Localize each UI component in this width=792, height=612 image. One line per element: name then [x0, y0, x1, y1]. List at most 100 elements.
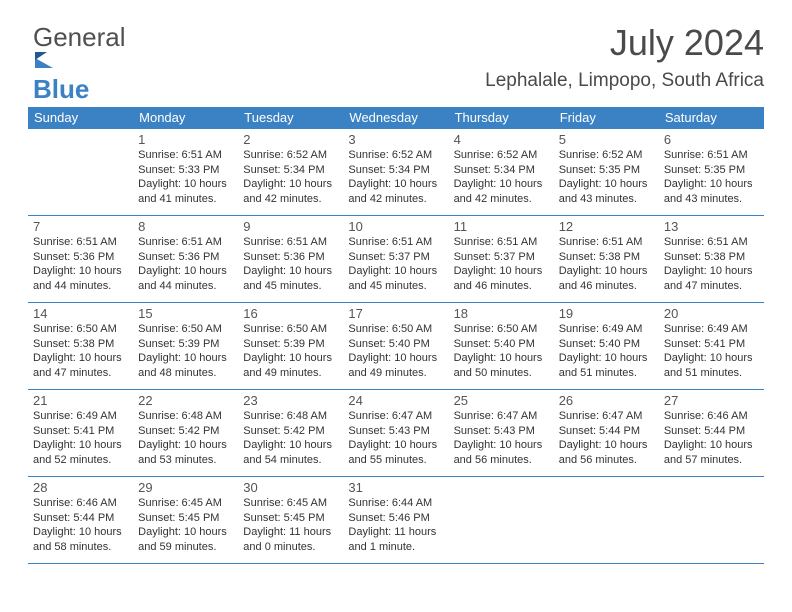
day-info-line: Sunrise: 6:50 AM: [243, 322, 338, 337]
logo-triangle-icon-2: [35, 52, 47, 60]
day-number: 4: [454, 132, 549, 147]
day-info-line: and 43 minutes.: [559, 192, 654, 207]
day-number: 1: [138, 132, 233, 147]
day-cell: [554, 477, 659, 563]
day-cell: 1Sunrise: 6:51 AMSunset: 5:33 PMDaylight…: [133, 129, 238, 215]
day-info-line: Sunrise: 6:47 AM: [454, 409, 549, 424]
day-header: Thursday: [449, 107, 554, 129]
day-cell: 21Sunrise: 6:49 AMSunset: 5:41 PMDayligh…: [28, 390, 133, 476]
header-row: SundayMondayTuesdayWednesdayThursdayFrid…: [28, 107, 764, 129]
day-info-line: Sunrise: 6:51 AM: [664, 148, 759, 163]
day-cell: 3Sunrise: 6:52 AMSunset: 5:34 PMDaylight…: [343, 129, 448, 215]
day-cell: 15Sunrise: 6:50 AMSunset: 5:39 PMDayligh…: [133, 303, 238, 389]
day-info-line: Sunset: 5:42 PM: [138, 424, 233, 439]
day-info-line: and 51 minutes.: [559, 366, 654, 381]
day-number: 12: [559, 219, 654, 234]
day-number: 5: [559, 132, 654, 147]
day-cell: [28, 129, 133, 215]
day-info-line: and 58 minutes.: [33, 540, 128, 555]
day-info-line: Sunset: 5:35 PM: [559, 163, 654, 178]
day-info-line: Sunset: 5:44 PM: [559, 424, 654, 439]
day-number: 31: [348, 480, 443, 495]
day-cell: 5Sunrise: 6:52 AMSunset: 5:35 PMDaylight…: [554, 129, 659, 215]
day-info-line: and 42 minutes.: [243, 192, 338, 207]
day-info-line: Sunrise: 6:52 AM: [348, 148, 443, 163]
day-number: 28: [33, 480, 128, 495]
day-info-line: Sunrise: 6:49 AM: [664, 322, 759, 337]
day-info-line: and 44 minutes.: [33, 279, 128, 294]
day-info-line: Sunrise: 6:46 AM: [664, 409, 759, 424]
day-cell: [449, 477, 554, 563]
day-info-line: Daylight: 10 hours: [138, 438, 233, 453]
day-info-line: Sunrise: 6:47 AM: [559, 409, 654, 424]
day-info-line: Sunset: 5:35 PM: [664, 163, 759, 178]
day-info-line: and 59 minutes.: [138, 540, 233, 555]
day-info-line: Sunrise: 6:51 AM: [559, 235, 654, 250]
day-number: 2: [243, 132, 338, 147]
day-info-line: Sunrise: 6:51 AM: [138, 148, 233, 163]
day-info-line: Sunrise: 6:52 AM: [454, 148, 549, 163]
day-number: 11: [454, 219, 549, 234]
day-info-line: and 57 minutes.: [664, 453, 759, 468]
day-info-line: Sunset: 5:43 PM: [454, 424, 549, 439]
day-info-line: and 52 minutes.: [33, 453, 128, 468]
day-header: Sunday: [28, 107, 133, 129]
day-info-line: and 45 minutes.: [348, 279, 443, 294]
day-number: 23: [243, 393, 338, 408]
day-cell: 13Sunrise: 6:51 AMSunset: 5:38 PMDayligh…: [659, 216, 764, 302]
day-info-line: and 48 minutes.: [138, 366, 233, 381]
day-info-line: Sunrise: 6:51 AM: [33, 235, 128, 250]
day-info-line: Daylight: 10 hours: [33, 351, 128, 366]
day-number: 27: [664, 393, 759, 408]
day-cell: 31Sunrise: 6:44 AMSunset: 5:46 PMDayligh…: [343, 477, 448, 563]
calendar: SundayMondayTuesdayWednesdayThursdayFrid…: [28, 107, 764, 564]
day-info-line: Daylight: 10 hours: [348, 438, 443, 453]
day-info-line: Sunrise: 6:49 AM: [559, 322, 654, 337]
day-cell: 24Sunrise: 6:47 AMSunset: 5:43 PMDayligh…: [343, 390, 448, 476]
day-cell: 20Sunrise: 6:49 AMSunset: 5:41 PMDayligh…: [659, 303, 764, 389]
day-info-line: Daylight: 10 hours: [559, 264, 654, 279]
day-cell: 4Sunrise: 6:52 AMSunset: 5:34 PMDaylight…: [449, 129, 554, 215]
location-text: Lephalale, Limpopo, South Africa: [485, 70, 764, 92]
day-info-line: Sunset: 5:40 PM: [348, 337, 443, 352]
day-number: 21: [33, 393, 128, 408]
day-info-line: Sunrise: 6:49 AM: [33, 409, 128, 424]
day-info-line: Sunrise: 6:50 AM: [348, 322, 443, 337]
day-info-line: Sunrise: 6:50 AM: [138, 322, 233, 337]
day-cell: 17Sunrise: 6:50 AMSunset: 5:40 PMDayligh…: [343, 303, 448, 389]
day-info-line: and 44 minutes.: [138, 279, 233, 294]
day-info-line: Daylight: 10 hours: [348, 351, 443, 366]
day-number: 19: [559, 306, 654, 321]
day-number: 22: [138, 393, 233, 408]
day-info-line: Sunset: 5:44 PM: [33, 511, 128, 526]
day-cell: 11Sunrise: 6:51 AMSunset: 5:37 PMDayligh…: [449, 216, 554, 302]
day-cell: 29Sunrise: 6:45 AMSunset: 5:45 PMDayligh…: [133, 477, 238, 563]
day-info-line: Sunset: 5:45 PM: [138, 511, 233, 526]
day-info-line: and 46 minutes.: [559, 279, 654, 294]
day-info-line: and 53 minutes.: [138, 453, 233, 468]
week-row: 21Sunrise: 6:49 AMSunset: 5:41 PMDayligh…: [28, 390, 764, 477]
day-info-line: Sunrise: 6:51 AM: [243, 235, 338, 250]
day-info-line: Sunset: 5:46 PM: [348, 511, 443, 526]
day-cell: 8Sunrise: 6:51 AMSunset: 5:36 PMDaylight…: [133, 216, 238, 302]
day-info-line: Sunset: 5:33 PM: [138, 163, 233, 178]
day-number: 17: [348, 306, 443, 321]
day-info-line: Daylight: 10 hours: [664, 264, 759, 279]
day-info-line: Daylight: 10 hours: [243, 264, 338, 279]
day-info-line: Daylight: 11 hours: [348, 525, 443, 540]
day-info-line: and 47 minutes.: [664, 279, 759, 294]
day-info-line: and 46 minutes.: [454, 279, 549, 294]
day-info-line: Sunrise: 6:52 AM: [243, 148, 338, 163]
day-info-line: and 42 minutes.: [454, 192, 549, 207]
day-info-line: Daylight: 10 hours: [664, 351, 759, 366]
day-info-line: Daylight: 10 hours: [138, 177, 233, 192]
day-info-line: Sunset: 5:36 PM: [138, 250, 233, 265]
day-info-line: Sunset: 5:37 PM: [348, 250, 443, 265]
day-info-line: Sunrise: 6:45 AM: [138, 496, 233, 511]
day-cell: 25Sunrise: 6:47 AMSunset: 5:43 PMDayligh…: [449, 390, 554, 476]
day-number: 25: [454, 393, 549, 408]
day-info-line: and 51 minutes.: [664, 366, 759, 381]
day-info-line: and 42 minutes.: [348, 192, 443, 207]
day-number: 26: [559, 393, 654, 408]
day-info-line: and 56 minutes.: [559, 453, 654, 468]
